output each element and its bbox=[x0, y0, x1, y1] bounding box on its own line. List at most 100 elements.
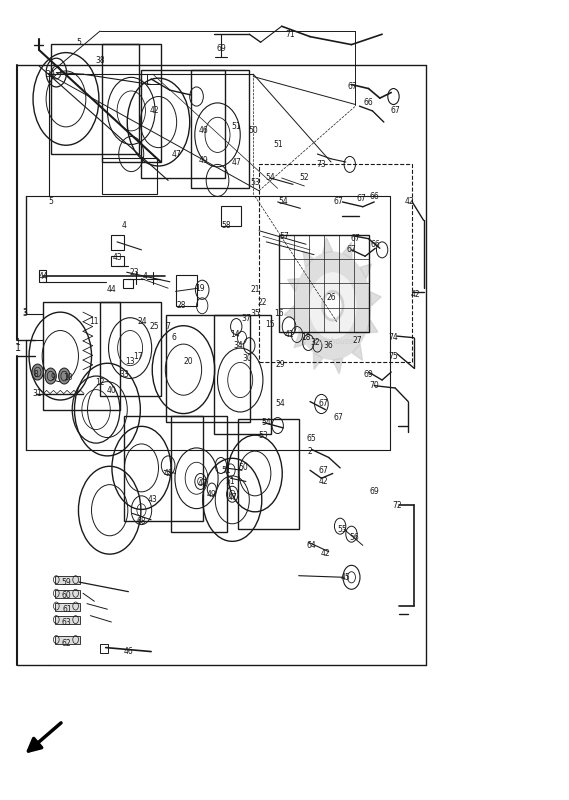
Text: 1: 1 bbox=[15, 343, 21, 353]
Circle shape bbox=[294, 251, 372, 360]
Text: 3: 3 bbox=[22, 308, 27, 317]
Text: 48: 48 bbox=[163, 469, 173, 478]
Text: 75: 75 bbox=[389, 351, 398, 361]
Bar bbox=[171, 416, 226, 532]
Text: 6: 6 bbox=[171, 334, 176, 342]
Text: 41: 41 bbox=[284, 330, 294, 339]
Text: 14: 14 bbox=[230, 330, 240, 339]
Text: 47: 47 bbox=[197, 479, 207, 488]
Text: 18: 18 bbox=[302, 334, 311, 342]
Text: 43: 43 bbox=[112, 254, 122, 262]
Polygon shape bbox=[294, 333, 306, 347]
Text: 42: 42 bbox=[320, 549, 330, 558]
Text: 34: 34 bbox=[233, 341, 243, 350]
Bar bbox=[191, 70, 249, 188]
Text: 21: 21 bbox=[250, 286, 259, 294]
Text: 66: 66 bbox=[364, 98, 373, 107]
Text: 53: 53 bbox=[258, 431, 268, 441]
Text: 51: 51 bbox=[222, 466, 232, 474]
Text: 46: 46 bbox=[123, 647, 133, 656]
Bar bbox=[175, 275, 197, 306]
Polygon shape bbox=[360, 264, 372, 278]
Text: 49: 49 bbox=[199, 156, 209, 165]
Text: 71: 71 bbox=[286, 30, 295, 38]
Text: 67: 67 bbox=[348, 82, 357, 91]
Bar bbox=[43, 302, 120, 410]
Polygon shape bbox=[303, 251, 314, 267]
Polygon shape bbox=[370, 292, 381, 306]
Text: 72: 72 bbox=[392, 501, 402, 510]
Text: 17: 17 bbox=[133, 351, 143, 361]
Text: 43: 43 bbox=[148, 495, 158, 504]
Bar bbox=[55, 636, 80, 644]
Text: 73: 73 bbox=[316, 160, 326, 169]
Bar bbox=[100, 302, 162, 396]
Polygon shape bbox=[333, 358, 343, 374]
Text: 13: 13 bbox=[125, 357, 135, 366]
Text: 57: 57 bbox=[279, 232, 290, 241]
Text: 42: 42 bbox=[410, 290, 420, 299]
Text: 54: 54 bbox=[262, 418, 271, 427]
Text: 68: 68 bbox=[137, 517, 146, 526]
Text: 67: 67 bbox=[318, 399, 328, 409]
Polygon shape bbox=[323, 238, 333, 254]
Text: 50: 50 bbox=[239, 463, 249, 472]
Text: 29: 29 bbox=[275, 359, 284, 369]
Bar bbox=[221, 206, 241, 226]
Text: 30: 30 bbox=[243, 354, 253, 363]
Text: 69: 69 bbox=[364, 370, 373, 379]
Text: 59: 59 bbox=[61, 578, 71, 586]
Text: 42: 42 bbox=[318, 477, 328, 486]
Bar bbox=[259, 164, 412, 362]
Text: 52: 52 bbox=[299, 174, 309, 182]
Text: 51: 51 bbox=[232, 122, 241, 131]
Text: 27: 27 bbox=[352, 336, 362, 345]
Text: 45: 45 bbox=[341, 573, 351, 582]
Text: 67: 67 bbox=[390, 106, 400, 115]
Text: 49: 49 bbox=[207, 490, 217, 498]
Text: 54: 54 bbox=[278, 198, 288, 206]
Text: 25: 25 bbox=[149, 322, 159, 331]
Text: 28: 28 bbox=[176, 302, 186, 310]
Text: 7: 7 bbox=[166, 322, 171, 331]
Text: 20: 20 bbox=[183, 357, 193, 366]
Text: 54: 54 bbox=[275, 399, 285, 409]
Text: 60: 60 bbox=[61, 591, 71, 600]
Text: 4: 4 bbox=[122, 222, 127, 230]
Bar bbox=[213, 315, 271, 434]
Circle shape bbox=[323, 291, 343, 320]
Text: 46: 46 bbox=[199, 126, 209, 134]
Text: 47: 47 bbox=[172, 150, 182, 158]
Text: 44: 44 bbox=[106, 286, 116, 294]
Polygon shape bbox=[314, 353, 323, 370]
Text: 51: 51 bbox=[226, 477, 236, 486]
Text: 66: 66 bbox=[369, 192, 379, 201]
Text: 11: 11 bbox=[89, 318, 99, 326]
Text: 51: 51 bbox=[273, 140, 282, 149]
Bar bbox=[55, 617, 80, 625]
Text: 66: 66 bbox=[370, 240, 380, 249]
Bar bbox=[167, 314, 250, 422]
Text: 67: 67 bbox=[347, 246, 356, 254]
Bar bbox=[238, 419, 299, 530]
Text: 33: 33 bbox=[119, 370, 129, 379]
Polygon shape bbox=[366, 320, 378, 333]
Bar bbox=[55, 590, 80, 598]
Polygon shape bbox=[352, 344, 362, 360]
Text: 3: 3 bbox=[22, 310, 27, 318]
Text: 65: 65 bbox=[307, 434, 316, 443]
Text: 67: 67 bbox=[318, 466, 328, 474]
Text: 67: 67 bbox=[351, 234, 360, 243]
Text: 38: 38 bbox=[95, 56, 105, 65]
Text: 23: 23 bbox=[129, 268, 139, 277]
Text: 24: 24 bbox=[138, 318, 147, 326]
Text: 40: 40 bbox=[106, 386, 116, 395]
Text: 53: 53 bbox=[250, 178, 260, 187]
Text: 44: 44 bbox=[38, 272, 48, 281]
Text: 12: 12 bbox=[95, 378, 105, 387]
Text: 35: 35 bbox=[250, 310, 260, 318]
Text: 32: 32 bbox=[311, 338, 320, 347]
Bar bbox=[102, 158, 158, 194]
Bar bbox=[102, 44, 162, 162]
Text: 69: 69 bbox=[216, 44, 226, 53]
